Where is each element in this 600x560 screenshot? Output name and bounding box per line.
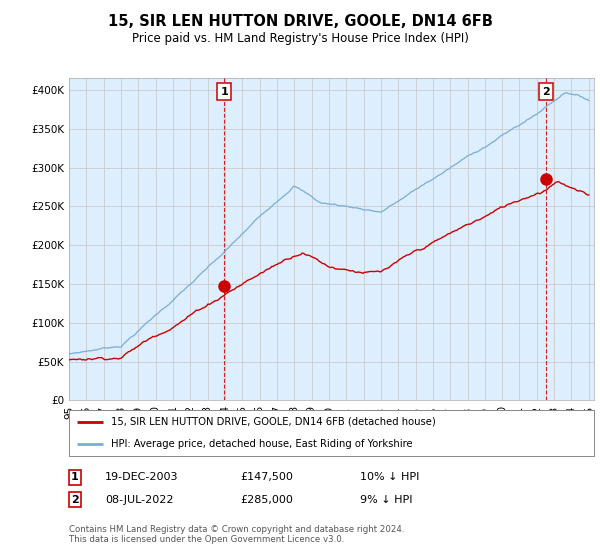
- Text: 1: 1: [71, 472, 79, 482]
- Text: 2: 2: [542, 87, 550, 96]
- Text: 2: 2: [71, 494, 79, 505]
- Text: £147,500: £147,500: [240, 472, 293, 482]
- Text: 1: 1: [221, 87, 228, 96]
- Text: 9% ↓ HPI: 9% ↓ HPI: [360, 494, 413, 505]
- Text: 15, SIR LEN HUTTON DRIVE, GOOLE, DN14 6FB: 15, SIR LEN HUTTON DRIVE, GOOLE, DN14 6F…: [107, 14, 493, 29]
- Text: HPI: Average price, detached house, East Riding of Yorkshire: HPI: Average price, detached house, East…: [111, 440, 413, 450]
- Text: Price paid vs. HM Land Registry's House Price Index (HPI): Price paid vs. HM Land Registry's House …: [131, 32, 469, 45]
- Text: 19-DEC-2003: 19-DEC-2003: [105, 472, 179, 482]
- Text: 15, SIR LEN HUTTON DRIVE, GOOLE, DN14 6FB (detached house): 15, SIR LEN HUTTON DRIVE, GOOLE, DN14 6F…: [111, 417, 436, 427]
- Text: £285,000: £285,000: [240, 494, 293, 505]
- Text: 08-JUL-2022: 08-JUL-2022: [105, 494, 173, 505]
- Text: Contains HM Land Registry data © Crown copyright and database right 2024.
This d: Contains HM Land Registry data © Crown c…: [69, 525, 404, 544]
- Text: 10% ↓ HPI: 10% ↓ HPI: [360, 472, 419, 482]
